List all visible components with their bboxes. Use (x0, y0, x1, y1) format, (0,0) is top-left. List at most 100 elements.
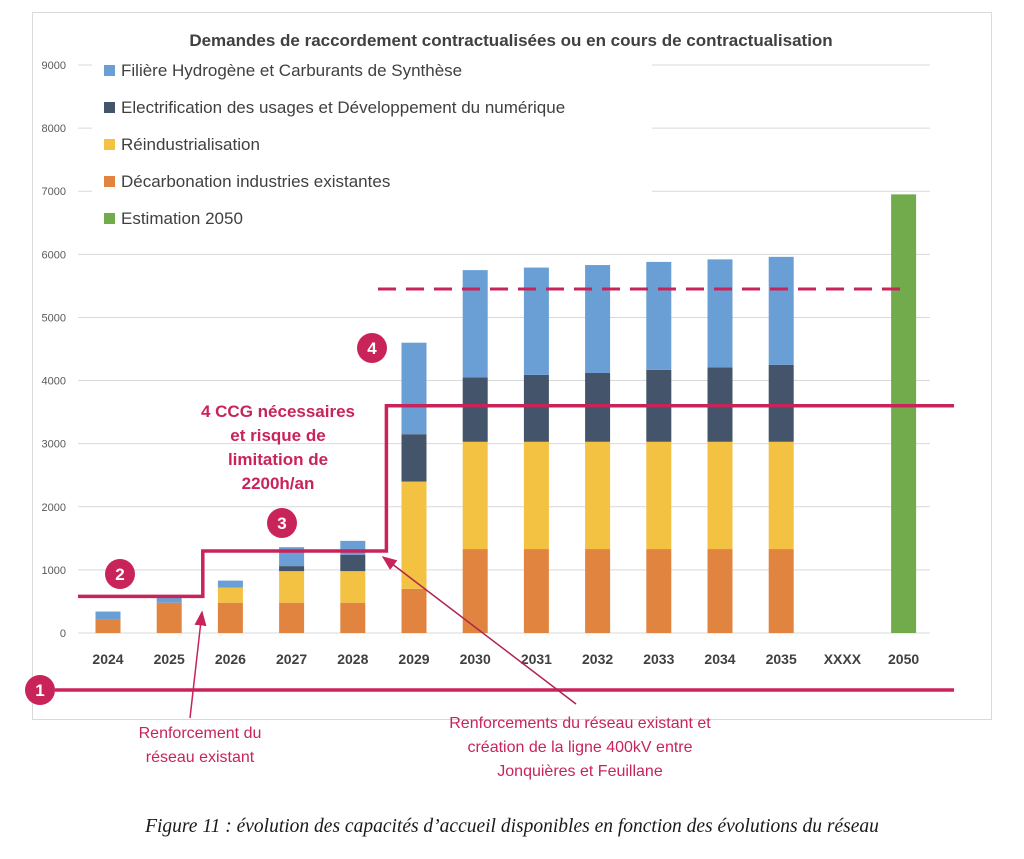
ccg-line-1: 4 CCG nécessaires (200, 402, 356, 421)
bar-segment (523, 441, 549, 550)
bar-segment (462, 270, 488, 378)
bar-segment (462, 441, 488, 550)
bar-segment (523, 549, 549, 633)
bar-segment (401, 481, 427, 589)
legend-label: Electrification des usages et Développem… (121, 98, 565, 117)
bar-segment (156, 597, 182, 603)
legend-swatch (104, 213, 115, 224)
y-tick-label: 8000 (42, 123, 66, 135)
figure-caption: Figure 11 : évolution des capacités d’ac… (145, 816, 879, 837)
note-right-line-3: Jonquières et Feuillane (497, 763, 663, 780)
y-tick-label: 0 (60, 628, 66, 640)
bar-segment (401, 342, 427, 435)
badge-number: 3 (277, 514, 286, 533)
bar-segment (462, 377, 488, 442)
bar-segment (95, 611, 121, 620)
bar-segment (462, 549, 488, 633)
x-tick-label: 2034 (704, 651, 735, 667)
legend-label: Décarbonation industries existantes (121, 172, 390, 191)
bar-segment (768, 256, 794, 365)
bar-segment (707, 441, 733, 550)
x-tick-label: 2028 (337, 651, 368, 667)
bar-segment (95, 619, 121, 633)
badge-circle (25, 675, 55, 705)
ccg-line-2: et risque de (230, 426, 326, 445)
y-tick-label: 6000 (42, 249, 66, 261)
y-tick-label: 4000 (42, 376, 66, 388)
bar-segment (340, 602, 366, 633)
x-tick-label: 2030 (460, 651, 491, 667)
bar-segment (217, 587, 243, 603)
badge-circle (357, 333, 387, 363)
x-tick-label: 2029 (398, 651, 429, 667)
chart: Demandes de raccordement contractualisée… (25, 31, 954, 719)
badge-circle (105, 559, 135, 589)
arrow-right (381, 556, 577, 705)
bar-segment (707, 549, 733, 633)
bar-segment (646, 261, 672, 370)
bar-segment (217, 580, 243, 588)
bar-segment (279, 571, 305, 603)
note-right-line-1: Renforcements du réseau existant et (449, 715, 711, 732)
x-tick-label: 2026 (215, 651, 246, 667)
legend-swatch (104, 176, 115, 187)
x-tick-label: 2032 (582, 651, 613, 667)
bar-segment (707, 259, 733, 368)
y-tick-label: 1000 (42, 565, 66, 577)
note-left: Renforcement du réseau existant (100, 722, 300, 770)
bar-segment (340, 571, 366, 603)
bar-segment (279, 566, 305, 572)
chart-title: Demandes de raccordement contractualisée… (189, 31, 832, 50)
ccg-label: 4 CCG nécessaires et risque de limitatio… (178, 400, 378, 496)
bar-segment (768, 364, 794, 442)
bar-segment (401, 588, 427, 633)
legend-swatch (104, 139, 115, 150)
bar-segment (401, 434, 427, 482)
x-tick-label: 2035 (766, 651, 797, 667)
legend-swatch (104, 102, 115, 113)
badge-number: 2 (115, 565, 124, 584)
badge-number: 1 (35, 681, 44, 700)
x-tick-label: 2027 (276, 651, 307, 667)
legend-label: Estimation 2050 (121, 209, 243, 228)
bar-segment (523, 267, 549, 375)
bar-segment (585, 265, 611, 373)
y-tick-label: 5000 (42, 312, 66, 324)
x-tick-label: 2033 (643, 651, 674, 667)
ccg-line-3: limitation de (227, 450, 329, 469)
legend-label: Réindustrialisation (121, 135, 260, 154)
bar-segment (585, 441, 611, 550)
bar-segment (646, 549, 672, 633)
bar-segment (156, 602, 182, 633)
y-tick-label: 9000 (42, 60, 66, 72)
ccg-line-4: 2200h/an (241, 474, 315, 493)
arrow-left (189, 610, 207, 719)
bar-segment (768, 441, 794, 550)
bar-segment (585, 549, 611, 633)
legend-label: Filière Hydrogène et Carburants de Synth… (121, 61, 462, 80)
bar-segment (523, 374, 549, 442)
x-tick-label: 2025 (154, 651, 185, 667)
badge-number: 4 (367, 339, 377, 358)
x-tick-label: XXXX (824, 651, 862, 667)
bar-segment (217, 602, 243, 633)
badge-circle (267, 508, 297, 538)
bar-segment (646, 441, 672, 550)
note-left-line-1: Renforcement du (138, 725, 262, 742)
bar-segment (891, 194, 917, 633)
x-tick-label: 2024 (92, 651, 123, 667)
bar-segment (768, 549, 794, 633)
x-tick-label: 2031 (521, 651, 552, 667)
note-right-line-2: création de la ligne 400kV entre (467, 739, 693, 756)
note-left-line-2: réseau existant (145, 749, 255, 766)
y-tick-label: 7000 (42, 186, 66, 198)
bar-segment (279, 602, 305, 633)
legend-swatch (104, 65, 115, 76)
legend-background (92, 58, 652, 230)
x-tick-label: 2050 (888, 651, 919, 667)
bar-segment (340, 554, 366, 572)
capacity-step-line (78, 404, 954, 599)
y-tick-label: 2000 (42, 502, 66, 514)
note-right: Renforcements du réseau existant et créa… (400, 712, 760, 784)
y-tick-label: 3000 (42, 439, 66, 451)
